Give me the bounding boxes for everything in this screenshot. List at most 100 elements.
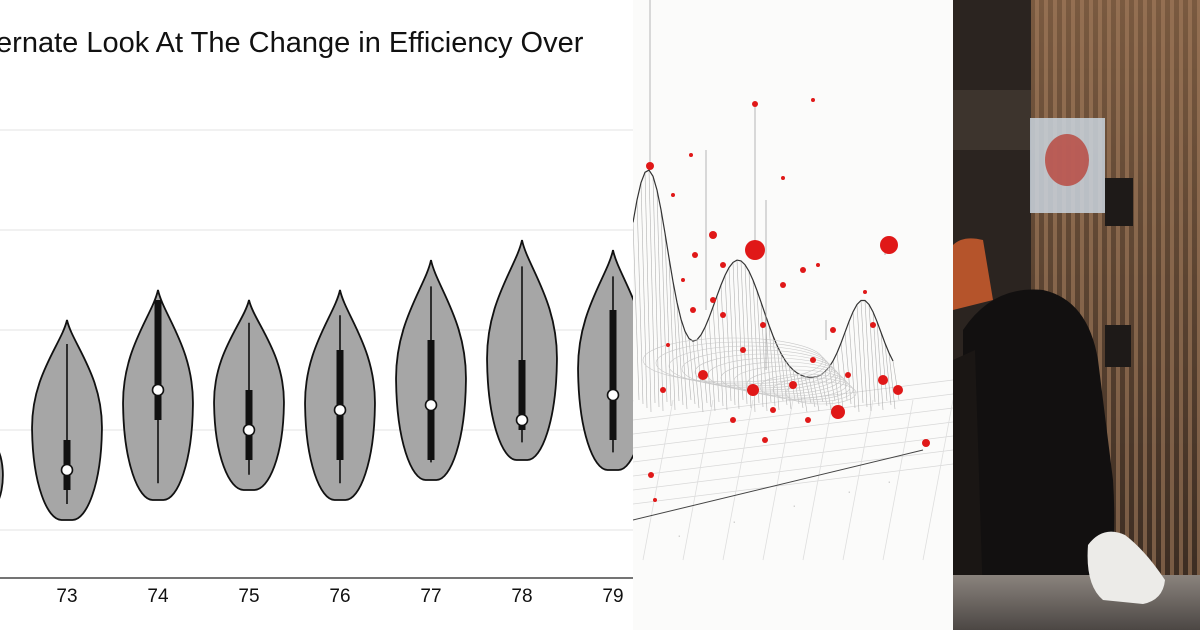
axis-tick-mark: · [793, 503, 795, 510]
wood-slat [1089, 0, 1093, 590]
mesh-line [633, 222, 640, 401]
crumpled-paper [1087, 531, 1165, 604]
scatter-point [760, 322, 766, 328]
mesh-line [740, 260, 748, 405]
wood-slat [1125, 0, 1129, 590]
wood-slat [1197, 0, 1200, 590]
mesh-line [660, 209, 668, 403]
mesh-line [716, 295, 724, 407]
mesh-contour [707, 357, 839, 393]
mesh-line [684, 331, 692, 401]
scatter-point [811, 98, 815, 102]
surface-ridge [633, 169, 894, 378]
mesh-line [840, 343, 848, 401]
person-dark-jacket [963, 289, 1115, 600]
mesh-line [876, 321, 884, 411]
mesh-line [852, 311, 860, 413]
mesh-line [700, 334, 708, 404]
mesh-line [656, 190, 664, 412]
scatter-point [730, 417, 736, 423]
mesh-contour [733, 365, 845, 397]
floor-line [922, 399, 953, 561]
scatter-point [781, 176, 785, 180]
mesh-line [672, 281, 680, 402]
orange-chair [953, 238, 993, 310]
scatter-point [709, 231, 717, 239]
wood-slat [1116, 0, 1120, 590]
scatter-point [740, 347, 746, 353]
mesh-line [640, 182, 648, 409]
3d-plot-illustration: · · · · · [633, 0, 953, 630]
mesh-line [644, 172, 652, 413]
mesh-line [856, 304, 864, 404]
violin-median-dot [60, 463, 74, 477]
mesh-line [720, 284, 728, 411]
scatter-point [800, 267, 806, 273]
x-tick-label: 79 [602, 586, 623, 607]
x-tick-label: 78 [511, 586, 532, 607]
violin-iqr-box [518, 360, 526, 430]
x-tick-label: 77 [420, 586, 441, 607]
scatter-point [710, 297, 716, 303]
wall-outlet [1105, 325, 1131, 367]
violin-median-dot [333, 403, 347, 417]
mesh-line [752, 280, 760, 404]
wood-slat [1179, 0, 1183, 590]
poster-figure [1045, 134, 1089, 186]
violins [0, 239, 633, 521]
cafe-photo [953, 0, 1200, 630]
wood-slat [1143, 0, 1147, 590]
wood-slat [1134, 0, 1138, 590]
violin-median-dot [151, 383, 165, 397]
mesh-line [864, 300, 872, 412]
mesh-contour [746, 369, 848, 399]
wood-slat [1071, 0, 1075, 590]
floor-line [762, 399, 794, 561]
floor-line [722, 399, 754, 561]
scatter-point [845, 372, 851, 378]
wood-slat [1098, 0, 1102, 590]
floor-line [882, 399, 914, 561]
mesh-line [676, 302, 684, 406]
mesh-line [708, 317, 716, 412]
mesh-contour [720, 361, 842, 395]
axis-tick-mark: · [848, 489, 850, 496]
violin-median-dot [515, 413, 529, 427]
mesh-line [736, 260, 744, 401]
scatter-point [922, 439, 930, 447]
wood-slat [1188, 0, 1192, 590]
axis-line [633, 449, 924, 521]
scatter-points [646, 0, 930, 502]
violin-chart: 73 74 75 76 77 78 79 ternate Look At The Chang… [0, 27, 633, 607]
mesh-line [784, 360, 792, 410]
mesh-line [884, 343, 892, 406]
wood-slat [1170, 0, 1174, 590]
wood-slat [1161, 0, 1165, 590]
mesh-line [692, 341, 700, 409]
wood-slat [1080, 0, 1084, 590]
scatter-point [681, 278, 685, 282]
scatter-point [810, 357, 816, 363]
wood-slat [1152, 0, 1156, 590]
scatter-point [770, 407, 776, 413]
scatter-point [893, 385, 903, 395]
chair-back [953, 350, 983, 600]
scatter-point [831, 405, 845, 419]
3d-surface-graphic: · · · · · [633, 0, 953, 561]
floor-grid: · · · · · [633, 379, 953, 561]
floor-line [642, 399, 674, 561]
mesh-line [636, 199, 644, 405]
scatter-point [762, 437, 768, 443]
mesh-line [848, 321, 856, 409]
scatter-point [646, 162, 654, 170]
scatter-point [671, 193, 675, 197]
floor-line [802, 399, 834, 561]
wall-switch [1105, 178, 1133, 226]
axis-tick-mark: · [733, 519, 735, 526]
scatter-point [816, 263, 820, 267]
scatter-point [880, 236, 898, 254]
scatter-point [745, 240, 765, 260]
scatter-point [863, 290, 867, 294]
scatter-point [747, 384, 759, 396]
ceiling-shadow [953, 90, 1038, 150]
